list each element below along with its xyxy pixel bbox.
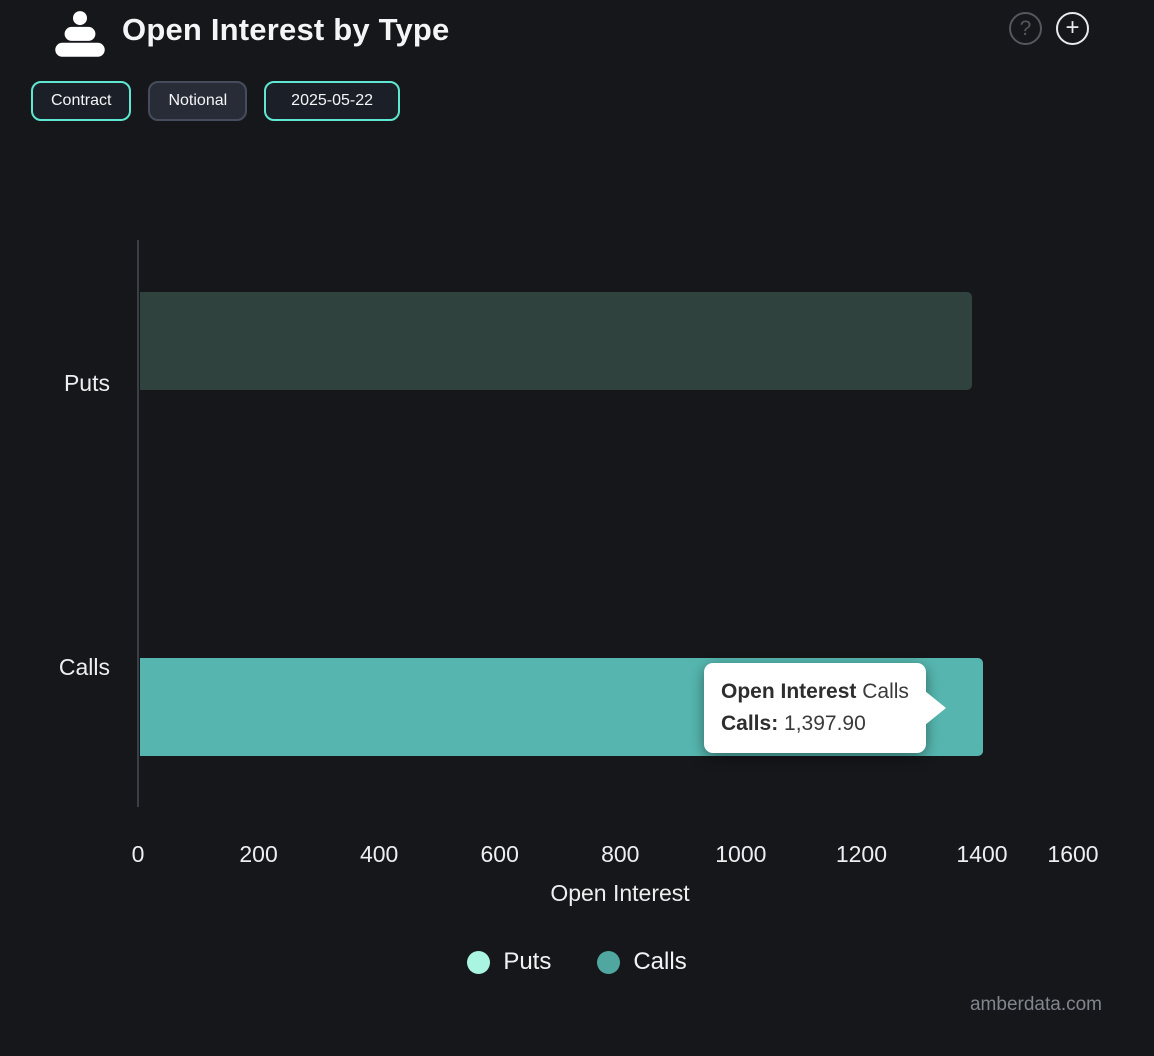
add-icon[interactable]: + bbox=[1056, 12, 1089, 45]
x-tick-label: 200 bbox=[239, 841, 278, 867]
x-tick-label: 800 bbox=[601, 841, 640, 867]
x-tick-label: 1000 bbox=[715, 841, 767, 867]
x-tick-label: 400 bbox=[359, 841, 399, 867]
help-icon[interactable]: ? bbox=[1009, 12, 1042, 45]
x-tick-label: 600 bbox=[480, 841, 519, 867]
page-title: Open Interest by Type bbox=[122, 12, 450, 47]
legend-item-puts[interactable]: Puts bbox=[467, 948, 551, 976]
date-filter-button[interactable]: 2025-05-22 bbox=[264, 81, 401, 121]
toggle-notional-button[interactable]: Notional bbox=[148, 81, 248, 121]
watermark: amberdata.com bbox=[969, 994, 1102, 1015]
x-tick-label: 1600 bbox=[1047, 841, 1099, 867]
tooltip-value-row: Calls: 1,397.90 bbox=[721, 712, 866, 735]
y-axis-line bbox=[137, 240, 139, 807]
puts-bar[interactable] bbox=[140, 292, 972, 390]
toolbar: Contract Notional 2025-05-22 bbox=[31, 81, 401, 121]
x-axis-title: Open Interest bbox=[550, 880, 690, 906]
tooltip-arrow bbox=[924, 691, 946, 725]
y-axis-label-calls: Calls bbox=[58, 654, 110, 680]
calls-legend-dot-icon bbox=[597, 950, 621, 974]
legend-item-calls[interactable]: Calls bbox=[597, 948, 687, 976]
puts-legend-dot-icon bbox=[467, 950, 491, 974]
x-tick-label: 1200 bbox=[835, 841, 888, 867]
tooltip-title: Open Interest Calls bbox=[721, 680, 909, 703]
tooltip: Open Interest Calls Calls: 1,397.90 bbox=[704, 663, 946, 753]
x-tick-label: 0 bbox=[131, 841, 145, 867]
amberdata-logo-icon bbox=[55, 11, 105, 57]
y-axis-label-puts: Puts bbox=[63, 370, 110, 396]
toggle-contract-button[interactable]: Contract bbox=[31, 81, 132, 121]
legend: Puts Calls bbox=[0, 948, 1154, 976]
x-tick-label: 1400 bbox=[956, 841, 1008, 867]
